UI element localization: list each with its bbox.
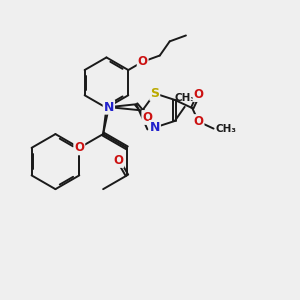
Text: CH₃: CH₃: [174, 93, 195, 103]
Text: O: O: [113, 154, 123, 167]
Text: O: O: [142, 111, 152, 124]
Text: S: S: [150, 87, 159, 100]
Text: O: O: [74, 141, 84, 154]
Text: O: O: [138, 55, 148, 68]
Text: O: O: [194, 88, 203, 101]
Text: O: O: [194, 115, 203, 128]
Text: CH₃: CH₃: [215, 124, 236, 134]
Text: N: N: [104, 100, 114, 114]
Text: N: N: [150, 121, 160, 134]
